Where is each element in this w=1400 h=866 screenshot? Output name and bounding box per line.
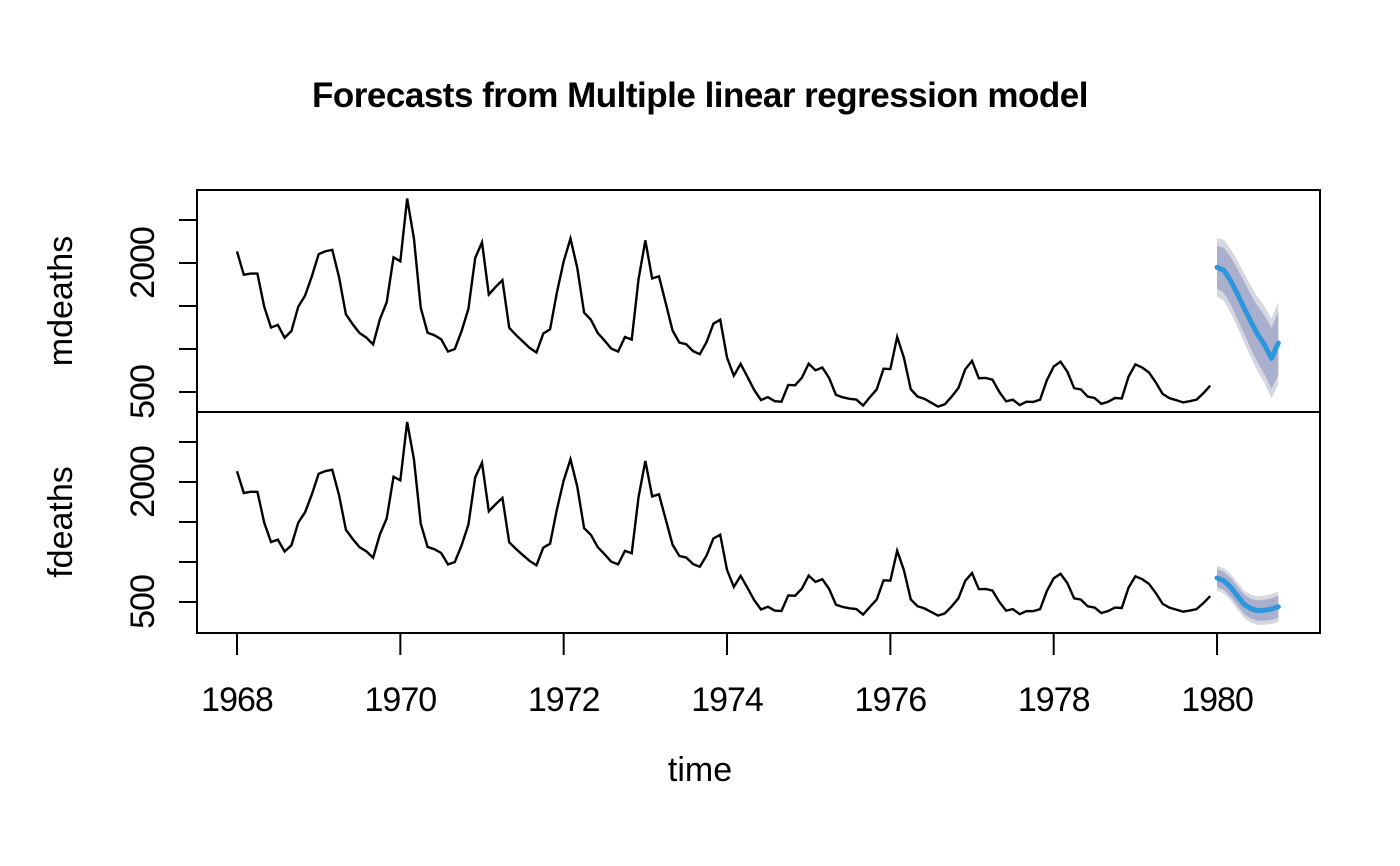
- forecast-mean-line: [1214, 264, 1281, 361]
- panel-border: [196, 189, 1321, 413]
- x-tick-label: 1968: [201, 681, 273, 719]
- x-tick-label: 1974: [691, 681, 763, 719]
- y-tick-label: 500: [124, 575, 162, 629]
- x-axis: 1968 1970 1972 1974 1976 1978 1980: [201, 633, 1254, 719]
- x-tick-label: 1980: [1181, 681, 1253, 719]
- history-line: [235, 198, 1212, 408]
- panel-fdeaths: 500 2000: [124, 411, 1321, 634]
- x-tick-label: 1972: [528, 681, 600, 719]
- x-tick-label: 1970: [365, 681, 437, 719]
- panel-mdeaths: 500 2000: [124, 189, 1321, 419]
- forecast-mean-line: [1214, 575, 1281, 614]
- y-axis-title-mdeaths: mdeaths: [42, 236, 80, 366]
- history-line: [235, 421, 1212, 617]
- y-tick-label: 2000: [124, 227, 162, 299]
- plot-area: 500 2000 500 2000: [124, 189, 1321, 634]
- x-tick-label: 1976: [855, 681, 927, 719]
- x-axis-title: time: [668, 751, 732, 789]
- y-tick-label: 2000: [124, 446, 162, 518]
- y-tick-label: 500: [124, 365, 162, 419]
- chart-title: Forecasts from Multiple linear regressio…: [312, 76, 1088, 115]
- x-tick-label: 1978: [1018, 681, 1090, 719]
- y-axis-title-fdeaths: fdeaths: [42, 466, 80, 578]
- panel-border: [196, 411, 1321, 634]
